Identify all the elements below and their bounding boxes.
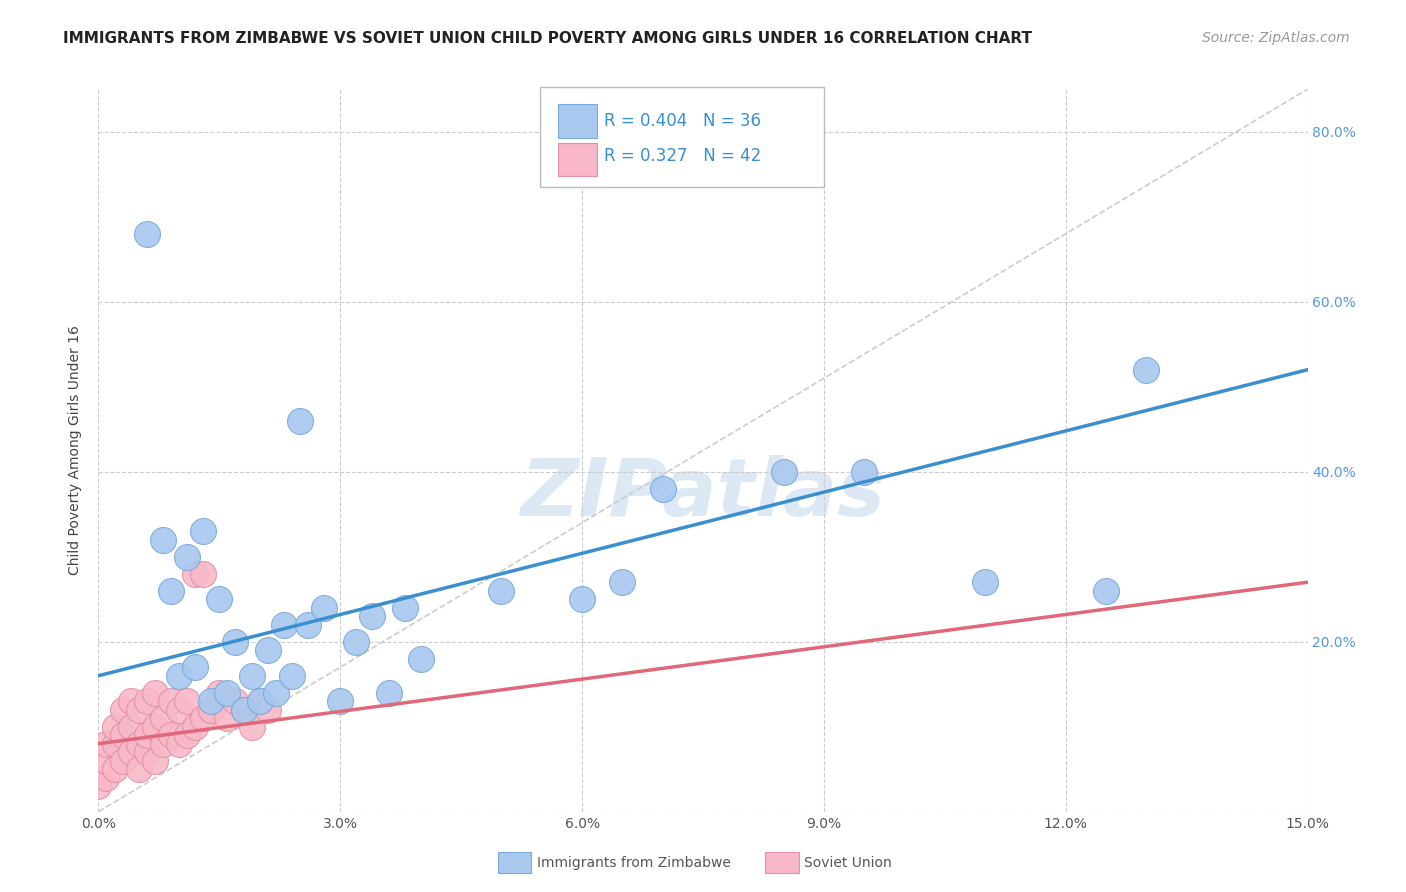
Point bbox=[361, 609, 384, 624]
Point bbox=[152, 737, 174, 751]
Y-axis label: Child Poverty Among Girls Under 16: Child Poverty Among Girls Under 16 bbox=[69, 326, 83, 575]
Point bbox=[232, 703, 254, 717]
Point bbox=[96, 754, 118, 768]
Point bbox=[256, 703, 278, 717]
FancyBboxPatch shape bbox=[540, 87, 824, 186]
Point bbox=[103, 720, 125, 734]
Point bbox=[135, 745, 157, 759]
Point bbox=[612, 575, 634, 590]
Point bbox=[256, 643, 278, 657]
Point bbox=[128, 703, 150, 717]
Point bbox=[143, 686, 166, 700]
Point bbox=[120, 745, 142, 759]
Point bbox=[974, 575, 997, 590]
Point bbox=[152, 711, 174, 725]
Point bbox=[167, 669, 190, 683]
Point bbox=[288, 414, 311, 428]
Point bbox=[1095, 583, 1118, 598]
Point bbox=[853, 465, 876, 479]
Point bbox=[135, 728, 157, 742]
Point bbox=[264, 686, 287, 700]
Point bbox=[224, 694, 246, 708]
Point bbox=[249, 694, 271, 708]
Point bbox=[135, 227, 157, 241]
Text: IMMIGRANTS FROM ZIMBABWE VS SOVIET UNION CHILD POVERTY AMONG GIRLS UNDER 16 CORR: IMMIGRANTS FROM ZIMBABWE VS SOVIET UNION… bbox=[63, 31, 1032, 46]
Point bbox=[193, 566, 215, 581]
Point bbox=[240, 720, 263, 734]
Point bbox=[176, 728, 198, 742]
Point bbox=[491, 583, 513, 598]
Point bbox=[224, 634, 246, 648]
Point bbox=[184, 720, 207, 734]
Point bbox=[128, 762, 150, 776]
Point bbox=[193, 524, 215, 539]
Point bbox=[651, 482, 673, 496]
Point bbox=[232, 703, 254, 717]
Point bbox=[120, 720, 142, 734]
Point bbox=[176, 549, 198, 564]
Point bbox=[128, 737, 150, 751]
Point bbox=[111, 703, 134, 717]
Point bbox=[160, 728, 183, 742]
Point bbox=[409, 651, 432, 665]
Point bbox=[297, 617, 319, 632]
Point bbox=[160, 583, 183, 598]
Point bbox=[394, 600, 416, 615]
Point bbox=[281, 669, 304, 683]
Point bbox=[120, 694, 142, 708]
Point bbox=[111, 754, 134, 768]
Point bbox=[143, 720, 166, 734]
Point bbox=[200, 703, 222, 717]
Text: Source: ZipAtlas.com: Source: ZipAtlas.com bbox=[1202, 31, 1350, 45]
Text: Soviet Union: Soviet Union bbox=[804, 855, 891, 870]
Point bbox=[200, 694, 222, 708]
Point bbox=[152, 533, 174, 547]
Point bbox=[1135, 362, 1157, 376]
Point bbox=[143, 754, 166, 768]
FancyBboxPatch shape bbox=[558, 143, 596, 176]
Point bbox=[135, 694, 157, 708]
Point bbox=[314, 600, 336, 615]
Text: ZIPatlas: ZIPatlas bbox=[520, 455, 886, 533]
Text: R = 0.327   N = 42: R = 0.327 N = 42 bbox=[603, 147, 761, 165]
Point bbox=[217, 686, 239, 700]
Point bbox=[240, 669, 263, 683]
Text: Immigrants from Zimbabwe: Immigrants from Zimbabwe bbox=[537, 855, 731, 870]
Point bbox=[176, 694, 198, 708]
Point bbox=[217, 711, 239, 725]
Point bbox=[273, 617, 295, 632]
Point bbox=[96, 771, 118, 785]
Point bbox=[184, 660, 207, 674]
FancyBboxPatch shape bbox=[558, 104, 596, 137]
Point bbox=[377, 686, 399, 700]
Point bbox=[208, 686, 231, 700]
Point bbox=[249, 694, 271, 708]
Point bbox=[167, 703, 190, 717]
Point bbox=[87, 779, 110, 793]
Point bbox=[96, 737, 118, 751]
Point bbox=[160, 694, 183, 708]
Point bbox=[571, 592, 593, 607]
Point bbox=[772, 465, 794, 479]
Point bbox=[193, 711, 215, 725]
Point bbox=[111, 728, 134, 742]
Point bbox=[103, 737, 125, 751]
Point bbox=[103, 762, 125, 776]
Point bbox=[329, 694, 352, 708]
Point bbox=[167, 737, 190, 751]
Point bbox=[184, 566, 207, 581]
Point bbox=[208, 592, 231, 607]
Point bbox=[344, 634, 367, 648]
Text: R = 0.404   N = 36: R = 0.404 N = 36 bbox=[603, 112, 761, 130]
